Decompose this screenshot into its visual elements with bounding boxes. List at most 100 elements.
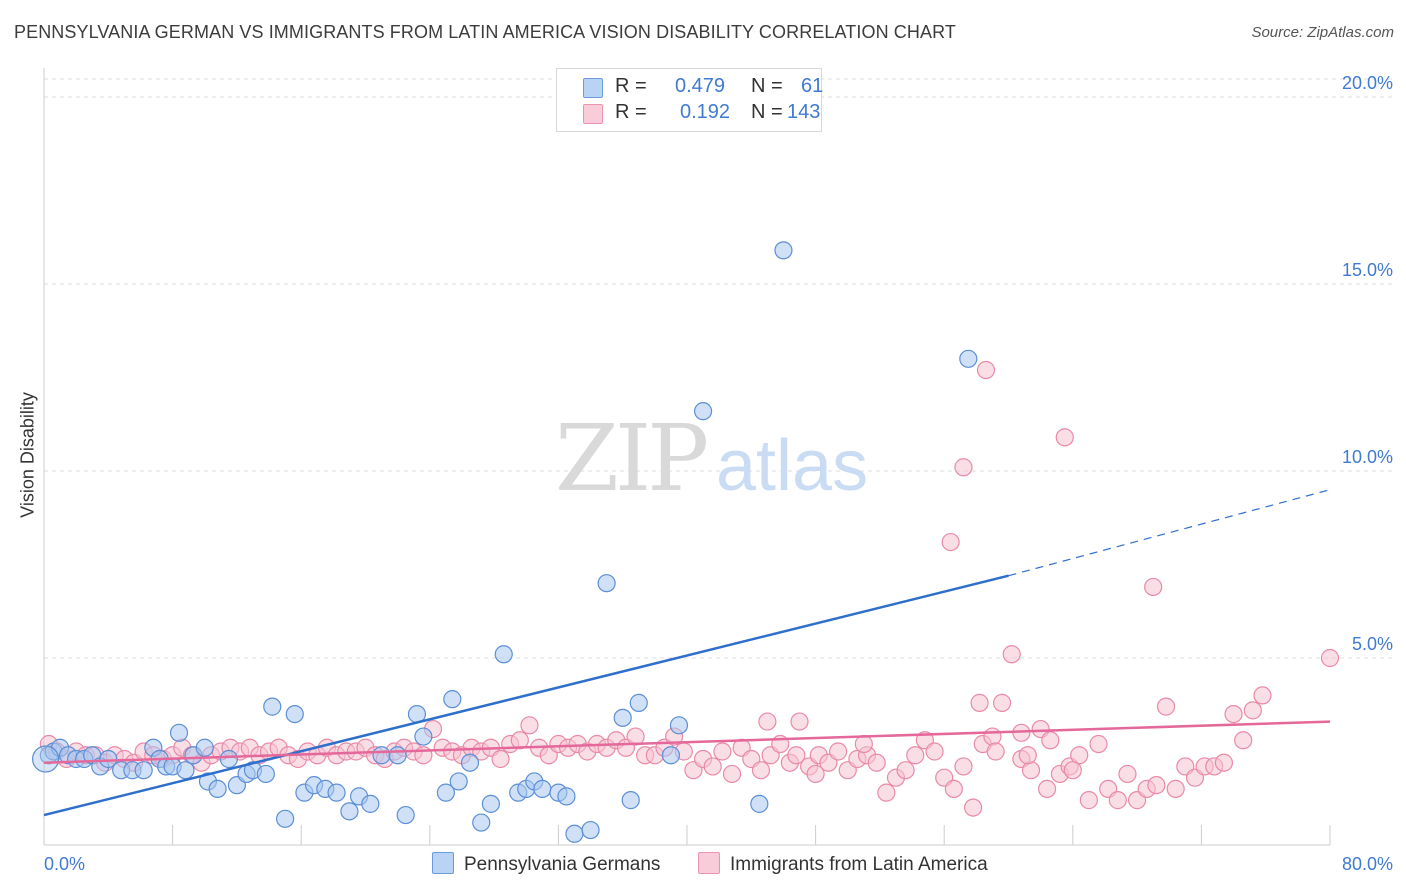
latin-america-point bbox=[1041, 731, 1060, 750]
grid-layer bbox=[44, 78, 1395, 659]
latin-america-point bbox=[877, 783, 896, 802]
bottom-legend-swatch-blue bbox=[432, 852, 454, 874]
pennsylvania-german-point bbox=[340, 802, 359, 821]
axis-layer bbox=[43, 68, 1331, 846]
pennsylvania-german-point bbox=[472, 813, 491, 832]
legend-r-value: 0.192 bbox=[680, 101, 731, 123]
latin-america-point bbox=[954, 458, 973, 477]
pennsylvania-german-point bbox=[557, 787, 576, 806]
latin-america-point bbox=[790, 712, 809, 731]
latin-america-point bbox=[906, 746, 925, 765]
pennsylvania-german-point bbox=[481, 794, 500, 813]
pennsylvania-german-point bbox=[959, 349, 978, 368]
latin-america-point bbox=[1234, 731, 1253, 750]
pennsylvania-german-point bbox=[774, 241, 793, 260]
latin-america-point bbox=[1002, 645, 1021, 664]
y-axis-label: Vision Disability bbox=[17, 392, 38, 518]
latin-america-point bbox=[1144, 577, 1163, 597]
latin-america-point bbox=[992, 693, 1012, 712]
pennsylvania-german-point bbox=[669, 716, 689, 735]
latin-america-point bbox=[1320, 648, 1340, 668]
watermark-atlas: atlas bbox=[716, 426, 868, 506]
pennsylvania-german-point bbox=[361, 794, 380, 813]
latin-america-point bbox=[896, 761, 915, 780]
chart-source: Source: ZipAtlas.com bbox=[1251, 24, 1394, 41]
pennsylvania-german-point bbox=[661, 746, 681, 765]
latin-america-point bbox=[722, 764, 742, 784]
pennsylvania-german-point bbox=[372, 746, 391, 765]
latin-america-point bbox=[954, 757, 973, 776]
latin-america-point bbox=[1079, 791, 1098, 810]
legend-n-value: 61 bbox=[801, 75, 824, 97]
pennsylvania-german-point bbox=[285, 704, 304, 724]
latin-america-point bbox=[964, 798, 983, 817]
latin-america-point bbox=[854, 734, 873, 754]
trend-line-pennsylvania-germans-extension bbox=[1008, 489, 1331, 577]
pennsylvania-german-point bbox=[621, 791, 640, 810]
legend-r-label: R = bbox=[615, 75, 647, 97]
latin-america-point bbox=[1070, 746, 1089, 765]
latin-america-point bbox=[944, 779, 963, 799]
trend-line-pennsylvania-germans bbox=[43, 574, 1009, 817]
latin-america-point bbox=[983, 727, 1002, 746]
pennsylvania-german-point bbox=[99, 749, 118, 769]
latin-america-point bbox=[1037, 779, 1057, 799]
bottom-legend-latin-america: Immigrants from Latin America bbox=[698, 852, 988, 876]
latin-america-point bbox=[970, 693, 989, 712]
pennsylvania-german-point bbox=[176, 761, 195, 780]
legend-r-value: 0.479 bbox=[675, 75, 726, 97]
pennsylvania-german-point bbox=[494, 645, 513, 664]
latin-america-point bbox=[986, 742, 1005, 761]
pennsylvania-german-point bbox=[443, 690, 462, 709]
legend-swatch-blue bbox=[583, 78, 603, 98]
latin-america-point bbox=[925, 742, 944, 761]
series-pennsylvania-germans-points bbox=[32, 241, 978, 843]
latin-america-point bbox=[713, 742, 732, 761]
latin-america-point bbox=[1108, 791, 1127, 810]
x-tick-label: 80.0% bbox=[1342, 854, 1393, 874]
legend-swatch-pink bbox=[583, 104, 603, 124]
bottom-legend-pennsylvania-germans: Pennsylvania Germans bbox=[432, 852, 660, 876]
latin-america-point bbox=[758, 712, 777, 731]
legend-r-label: R = bbox=[615, 101, 647, 123]
legend-n-label: N = bbox=[751, 101, 783, 123]
pennsylvania-german-point bbox=[693, 402, 713, 421]
pennsylvania-german-point bbox=[396, 805, 415, 825]
pennsylvania-german-point bbox=[388, 746, 407, 765]
latin-america-point bbox=[751, 761, 771, 780]
pennsylvania-german-point bbox=[436, 783, 455, 802]
latin-america-point bbox=[491, 749, 510, 769]
latin-america-point bbox=[941, 532, 960, 552]
pennsylvania-german-point bbox=[565, 824, 584, 843]
y-tick-label: 10.0% bbox=[1342, 447, 1393, 467]
bottom-legend-label: Pennsylvania Germans bbox=[464, 854, 661, 875]
y-tick-label: 15.0% bbox=[1342, 260, 1393, 280]
bottom-legend-swatch-pink bbox=[698, 852, 720, 874]
pennsylvania-german-point bbox=[327, 783, 346, 802]
latin-america-point bbox=[1021, 761, 1041, 780]
pennsylvania-german-point bbox=[169, 723, 189, 742]
y-tick-label: 5.0% bbox=[1352, 634, 1393, 654]
latin-america-point bbox=[510, 731, 529, 750]
pennsylvania-german-point bbox=[276, 809, 295, 828]
latin-america-point bbox=[1214, 753, 1234, 772]
pennsylvania-german-point bbox=[613, 708, 632, 727]
latin-america-point bbox=[1063, 761, 1082, 780]
latin-america-point bbox=[1055, 428, 1074, 447]
watermark: ZIP atlas bbox=[555, 405, 868, 512]
latin-america-point bbox=[1156, 697, 1176, 716]
pennsylvania-german-point bbox=[460, 753, 480, 772]
latin-america-point bbox=[703, 757, 722, 776]
pennsylvania-german-point bbox=[414, 727, 433, 746]
latin-america-point bbox=[1018, 746, 1037, 765]
correlation-legend: R = 0.479 N = 61 R = 0.192 N = 143 bbox=[556, 68, 824, 132]
pennsylvania-german-point bbox=[533, 779, 552, 799]
latin-america-point bbox=[787, 746, 806, 765]
latin-america-point bbox=[1253, 686, 1272, 705]
legend-n-label: N = bbox=[751, 75, 783, 97]
latin-america-point bbox=[1118, 764, 1137, 784]
trend-lines bbox=[43, 489, 1331, 817]
pennsylvania-german-point bbox=[134, 761, 153, 780]
latin-america-point bbox=[867, 753, 886, 772]
